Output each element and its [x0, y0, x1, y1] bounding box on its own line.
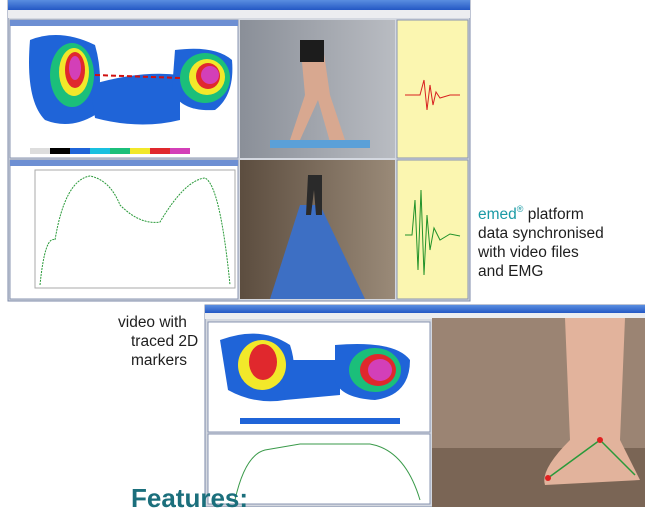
window-top: [7, 0, 471, 302]
caption-line: video with: [118, 314, 187, 331]
caption-text: platform: [527, 206, 584, 223]
menu-bar: [8, 10, 470, 18]
section-heading: Features:: [131, 483, 249, 513]
blob: [69, 56, 81, 80]
caption-line: traced 2D: [131, 333, 199, 350]
scale-cell: [150, 148, 170, 154]
caption-line: emed® platform: [478, 200, 604, 224]
emg-trace: [405, 189, 461, 276]
panel-bar: [10, 160, 238, 166]
brand: emed®: [478, 204, 524, 223]
walkway: [270, 140, 370, 148]
emg-panel: [396, 159, 469, 300]
brand-name: emed: [478, 206, 517, 223]
marker: [545, 475, 551, 481]
footprint: [280, 360, 340, 400]
force-curve: [39, 175, 231, 286]
scale-cell: [70, 148, 90, 154]
title-bar: [205, 305, 645, 313]
person: [306, 175, 322, 215]
blob: [201, 66, 219, 84]
window-bottom: [204, 304, 645, 507]
color-scale: [240, 418, 400, 424]
shorts: [300, 40, 324, 62]
scale-cell: [110, 148, 130, 154]
legs: [290, 40, 345, 142]
color-scale: [30, 148, 190, 154]
blob: [368, 359, 392, 381]
caption-sync: emed® platform data synchronised with vi…: [478, 200, 604, 281]
marker-trace: [547, 439, 601, 479]
pressure-map: [29, 35, 233, 125]
blob: [249, 344, 277, 380]
menu-bar: [205, 313, 645, 319]
emg-trace: [405, 79, 460, 111]
leg: [544, 318, 640, 485]
title-bar: [8, 0, 470, 10]
caption-markers: video with traced 2D markers: [118, 313, 198, 370]
registered-mark: ®: [516, 204, 524, 214]
caption-line: data synchronised: [478, 225, 604, 242]
scale-cell: [50, 148, 70, 154]
emg-panel: [396, 19, 469, 159]
marker: [597, 437, 603, 443]
walkway: [270, 205, 365, 299]
scale-cell: [90, 148, 110, 154]
scale-cell: [170, 148, 190, 154]
footprint: [90, 73, 180, 125]
marker-trace: [599, 439, 636, 476]
force-curve: [234, 443, 421, 501]
plot-area: [34, 169, 236, 289]
scale-cell: [30, 148, 50, 154]
scale-cell: [130, 148, 150, 154]
caption-line: markers: [131, 352, 187, 369]
caption-line: and EMG: [478, 263, 544, 280]
caption-line: with video files: [478, 244, 579, 261]
panel-bar: [10, 20, 238, 26]
progression-line: [94, 74, 181, 79]
